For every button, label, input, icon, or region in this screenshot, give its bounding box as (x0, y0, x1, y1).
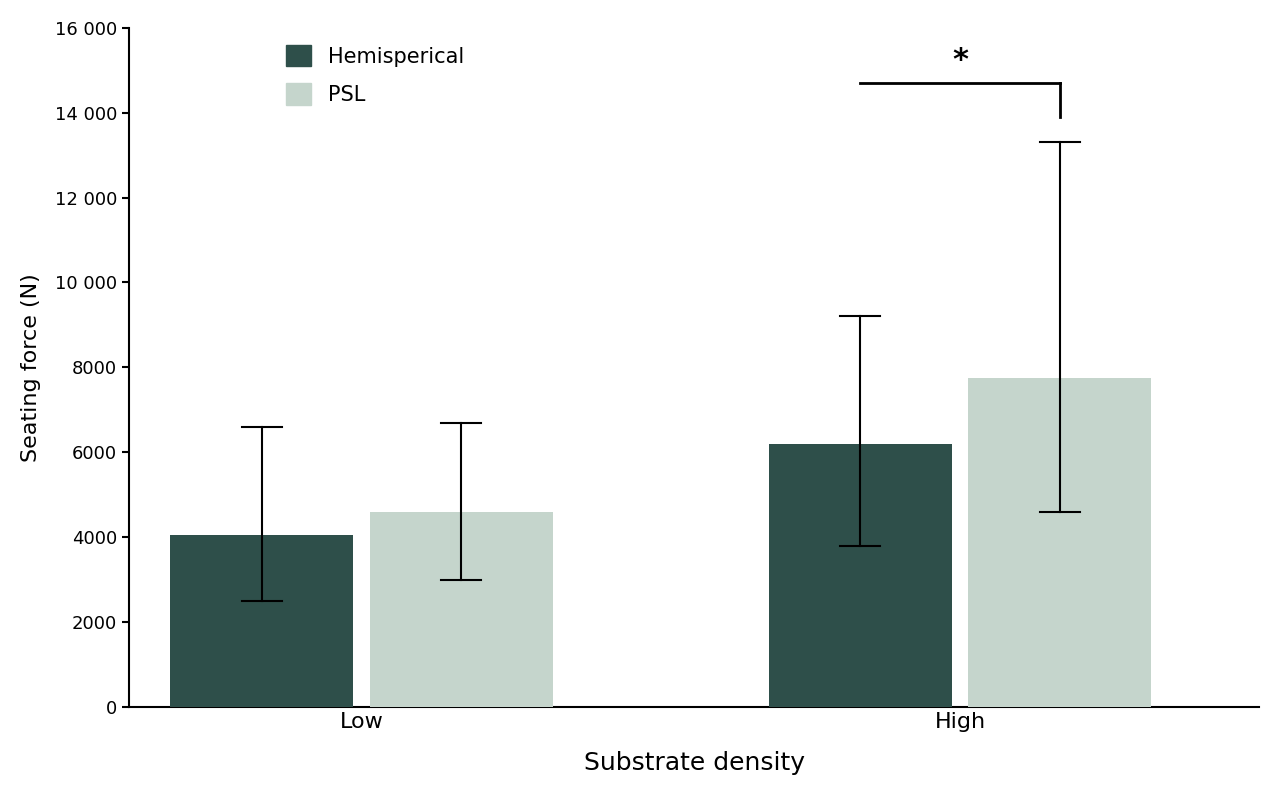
X-axis label: Substrate density: Substrate density (584, 751, 805, 775)
Text: *: * (952, 45, 968, 75)
Bar (769, 443, 951, 707)
Bar (170, 535, 353, 707)
Bar (968, 378, 1151, 707)
Legend: Hemisperical, PSL: Hemisperical, PSL (287, 45, 465, 105)
Y-axis label: Seating force (N): Seating force (N) (20, 273, 41, 462)
Bar (370, 512, 553, 707)
